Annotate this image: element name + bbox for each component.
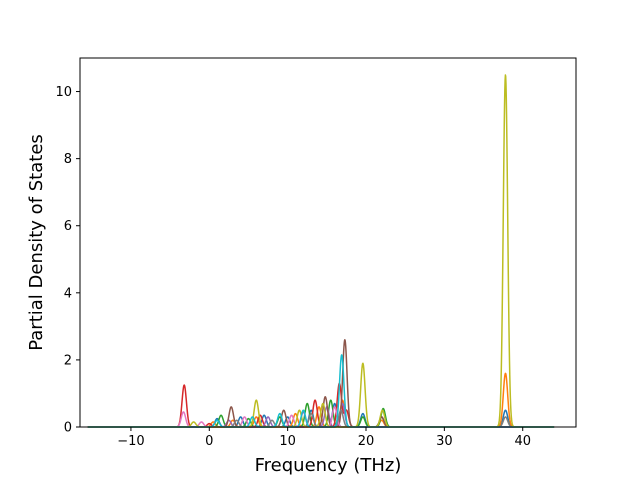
x-tick-label: −10 <box>117 434 144 449</box>
y-tick-label: 6 <box>64 219 72 234</box>
y-axis-label: Partial Density of States <box>26 134 47 351</box>
y-axis-ticks: 0 2 4 6 8 10 <box>55 85 80 436</box>
y-tick-label: 4 <box>64 286 72 301</box>
x-tick-label: 0 <box>205 434 213 449</box>
y-tick-label: 0 <box>64 421 72 436</box>
x-axis-label: Frequency (THz) <box>255 455 402 476</box>
y-tick-label: 10 <box>55 85 72 100</box>
y-tick-label: 2 <box>64 353 72 368</box>
y-tick-label: 8 <box>64 152 72 167</box>
x-tick-label: 10 <box>279 434 296 449</box>
plot-frame <box>79 57 577 428</box>
x-tick-label: 30 <box>436 434 453 449</box>
x-axis-ticks: −10 0 10 20 30 40 <box>117 427 531 449</box>
x-tick-label: 20 <box>358 434 375 449</box>
x-tick-label: 40 <box>514 434 531 449</box>
pdos-series-line <box>87 74 555 428</box>
series-layer <box>87 74 555 428</box>
